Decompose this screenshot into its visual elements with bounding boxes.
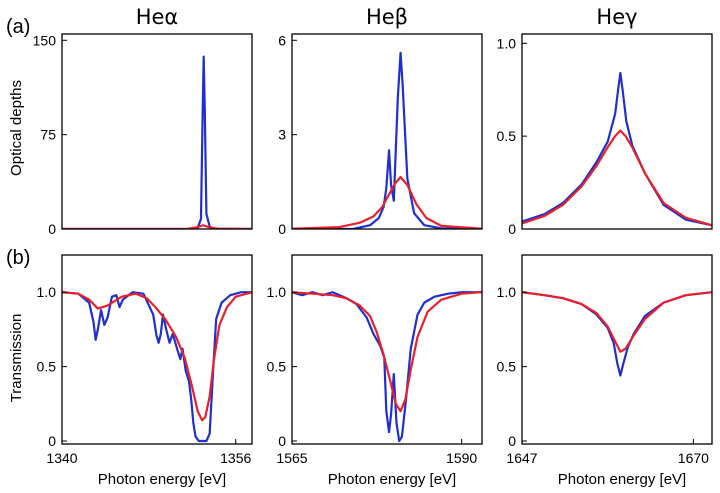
series-line-red [292, 176, 482, 229]
x-tick-label: 1340 [46, 450, 77, 466]
row-label-b: (b) [6, 247, 30, 269]
xlabel-photon-energy: Photon energy [eV] [328, 471, 456, 488]
plot-frame [291, 33, 483, 230]
series-line-blue [522, 71, 712, 227]
y-tick-label: 6 [278, 32, 286, 48]
x-tick-label: 1670 [678, 450, 709, 466]
row-label-a: (a) [6, 16, 30, 38]
x-tick-label: 1565 [276, 450, 307, 466]
panel-title: Heα [136, 5, 179, 29]
y-tick-label: 0 [278, 221, 286, 237]
series-line-blue [292, 51, 482, 229]
panel-5: 0 0.5 1.0 1647 1670 Photon energy [eV] [497, 254, 713, 488]
y-tick-label: 3 [278, 127, 286, 143]
panel-title: Heγ [596, 5, 637, 29]
series-line-red [292, 291, 482, 413]
y-tick-label: 1.0 [497, 284, 517, 300]
y-tick-label: 0.5 [497, 359, 517, 375]
ylabel-optical-depths: Optical depths [8, 80, 25, 176]
y-tick-label: 1.0 [267, 284, 287, 300]
panel-2: 0 0.5 1.0 Heγ [497, 5, 713, 237]
series-line-red [522, 129, 712, 227]
y-tick-label: 0.5 [267, 359, 287, 375]
y-tick-label: 0 [278, 433, 286, 449]
panel-0: 0 75 150 Heα [33, 5, 253, 237]
ylabel-transmission: Transmission [8, 314, 25, 403]
xlabel-photon-energy: Photon energy [eV] [98, 471, 226, 488]
x-tick-label: 1590 [446, 450, 477, 466]
x-tick-label: 1647 [506, 450, 537, 466]
plot-frame [61, 33, 253, 230]
y-tick-label: 75 [40, 127, 56, 143]
y-tick-label: 150 [33, 32, 57, 48]
series-line-blue [62, 55, 252, 229]
xlabel-photon-energy: Photon energy [eV] [558, 471, 686, 488]
y-tick-label: 0 [48, 221, 56, 237]
x-tick-label: 1356 [220, 450, 251, 466]
plot-frame [521, 33, 713, 230]
panel-4: 0 0.5 1.0 1565 1590 Photon energy [eV] [267, 254, 483, 488]
y-tick-label: 1.0 [37, 284, 57, 300]
plot-frame [61, 254, 253, 445]
series-line-blue [62, 291, 252, 443]
panel-title: Heβ [366, 5, 408, 29]
y-tick-label: 0 [508, 221, 516, 237]
y-tick-label: 0 [48, 433, 56, 449]
panel-3: 0 0.5 1.0 1340 1356 Photon energy [eV] [37, 254, 253, 488]
series-line-red [522, 291, 712, 353]
y-tick-label: 1.0 [497, 35, 517, 51]
series-line-blue [522, 291, 712, 377]
y-tick-label: 0.5 [497, 128, 517, 144]
y-tick-label: 0.5 [37, 359, 57, 375]
y-tick-label: 0 [508, 433, 516, 449]
plot-frame [291, 254, 483, 445]
panel-1: 0 3 6 Heβ [278, 5, 483, 237]
series-line-red [62, 291, 252, 422]
series-line-blue [292, 291, 482, 443]
plot-frame [521, 254, 713, 445]
